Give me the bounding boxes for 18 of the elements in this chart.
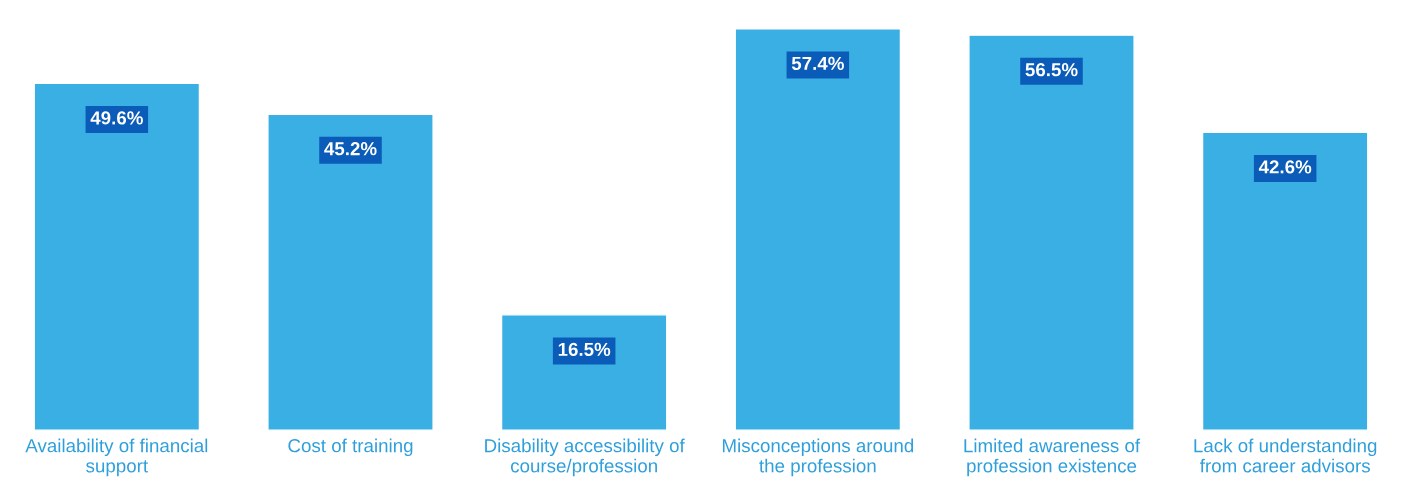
data-label: 57.4% (791, 56, 844, 71)
x-tick-label: Misconceptions around the profession (722, 438, 914, 477)
data-label: 16.5% (558, 342, 611, 356)
bar (734, 28, 902, 431)
x-tick-label: Limited awareness of profession existence (964, 438, 1141, 477)
data-label: 45.2% (324, 142, 377, 156)
x-tick-label: Availability of financial support (25, 438, 208, 477)
x-tick-label: Cost of training (288, 438, 413, 457)
x-tick-label: Disability accessibility of course/profession (485, 438, 685, 477)
bar (500, 314, 668, 431)
bar (33, 82, 201, 431)
data-label: 56.5% (1025, 63, 1078, 77)
bar (968, 34, 1135, 431)
x-tick-label: Lack of understanding from career advisors (1194, 438, 1377, 473)
bar (1201, 131, 1369, 431)
bar (267, 113, 434, 431)
data-label: 49.6% (90, 111, 143, 125)
data-label: 42.6% (1258, 160, 1312, 174)
